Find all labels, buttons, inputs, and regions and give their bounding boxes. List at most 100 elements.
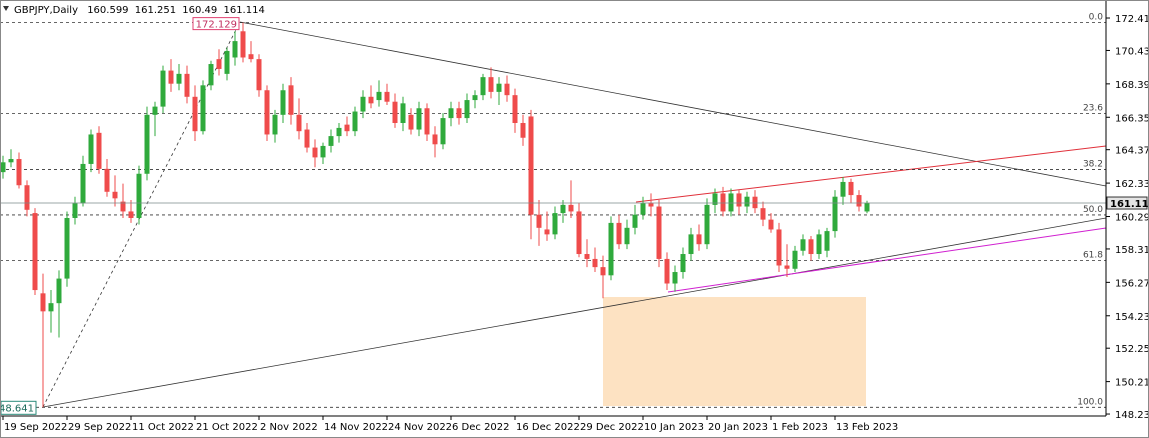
candle-body (136, 173, 142, 218)
candle-body (432, 134, 438, 145)
candle-body (64, 217, 70, 279)
candle-body (480, 77, 486, 96)
candle-body (712, 193, 718, 205)
candle-body (24, 185, 30, 210)
candle-body (304, 129, 310, 148)
fib-level-label: 23.6 (1083, 103, 1103, 113)
candle-body (704, 204, 710, 245)
x-tick-label: 29 Sep 2022 (68, 422, 131, 433)
candle-body (0, 162, 6, 173)
candle-body (176, 73, 182, 84)
open-value: 160.599 (87, 5, 128, 16)
candle-body (288, 85, 294, 115)
candle-body (248, 54, 254, 60)
x-tick-label: 1 Feb 2023 (772, 422, 828, 433)
x-tick-label: 19 Sep 2022 (4, 422, 67, 433)
candle-body (808, 239, 814, 255)
candle-body (384, 91, 390, 102)
symbol-icon (3, 6, 9, 11)
candle-body (272, 114, 278, 135)
candle-body (560, 204, 566, 214)
candle-body (160, 70, 166, 107)
candle-body (488, 77, 494, 92)
candle-body (152, 106, 158, 115)
trendline (635, 145, 1107, 203)
candle-body (496, 83, 502, 92)
candle-body (576, 211, 582, 255)
candle-body (320, 145, 326, 158)
x-tick-label: 29 Dec 2022 (580, 422, 644, 433)
candle-body (264, 90, 270, 135)
candle-body (96, 132, 102, 169)
zone-rectangle (603, 297, 866, 406)
y-tick-label: 148.230 (1115, 410, 1149, 421)
candle-body (296, 114, 302, 132)
labels: 172.410 170.430 168.390 166.350 164.370 162.3… (0, 14, 1149, 433)
candle-body (512, 95, 518, 123)
fib-level-label: 50.0 (1083, 205, 1103, 215)
candle-body (232, 41, 238, 58)
close-value: 161.114 (223, 5, 264, 16)
y-tick-label: 152.250 (1115, 344, 1149, 355)
candle-body (104, 168, 110, 192)
y-tick-label: 154.230 (1115, 312, 1149, 323)
fib-low-label: 148.641 (0, 403, 34, 414)
candle-body (776, 229, 782, 266)
candle-body (696, 234, 702, 245)
candle-body (568, 204, 574, 212)
candle-body (664, 258, 670, 284)
x-tick-label: 20 Jan 2023 (708, 422, 768, 433)
candle-body (336, 127, 342, 137)
y-tick-label: 166.350 (1115, 113, 1149, 124)
candle-body (744, 196, 750, 207)
candle-body (112, 191, 118, 199)
candle-body (792, 250, 798, 269)
trendline (42, 217, 1107, 408)
candle-body (864, 203, 870, 212)
candle-body (600, 267, 606, 276)
candle-body (592, 258, 598, 268)
candle-body (376, 91, 382, 101)
header: GBPJPY,Daily 160.599 161.251 160.49 161.… (14, 5, 265, 16)
y-tick-label: 170.430 (1115, 46, 1149, 57)
candle-body (32, 213, 38, 291)
candle-body (624, 227, 630, 245)
candle-body (856, 195, 862, 207)
candle-body (216, 59, 222, 69)
candle-body (520, 122, 526, 138)
candle-body (224, 50, 230, 74)
candle-body (368, 96, 374, 104)
candle-body (816, 234, 822, 255)
fib-high-label: 172.129 (196, 20, 237, 31)
price-label: 161.114 (1110, 199, 1149, 210)
candle-body (720, 193, 726, 212)
symbol: GBPJPY,Daily (14, 5, 78, 16)
candle-body (344, 124, 350, 132)
candle-body (312, 147, 318, 158)
candle-body (736, 193, 742, 207)
candle-body (824, 231, 830, 251)
candle-body (656, 206, 662, 259)
candle-body (120, 201, 126, 212)
trendline (667, 227, 1107, 293)
candle-body (728, 193, 734, 212)
low-value: 160.49 (182, 5, 217, 16)
candle-body (752, 196, 758, 209)
candle-body (88, 134, 94, 164)
candles (0, 22, 870, 408)
candle-body (616, 222, 622, 245)
candle-body (416, 108, 422, 130)
candle-body (256, 59, 262, 91)
candle-body (392, 101, 398, 123)
fib-level-label: 38.2 (1083, 160, 1103, 170)
candle-body (80, 163, 86, 204)
candle-body (424, 108, 430, 135)
x-tick-label: 6 Dec 2022 (452, 422, 510, 433)
y-tick-label: 162.330 (1115, 179, 1149, 190)
candle-body (848, 181, 854, 196)
x-tick-label: 14 Nov 2022 (324, 422, 388, 433)
candle-body (168, 70, 174, 84)
trendline (239, 21, 1107, 187)
candle-body (672, 272, 678, 284)
